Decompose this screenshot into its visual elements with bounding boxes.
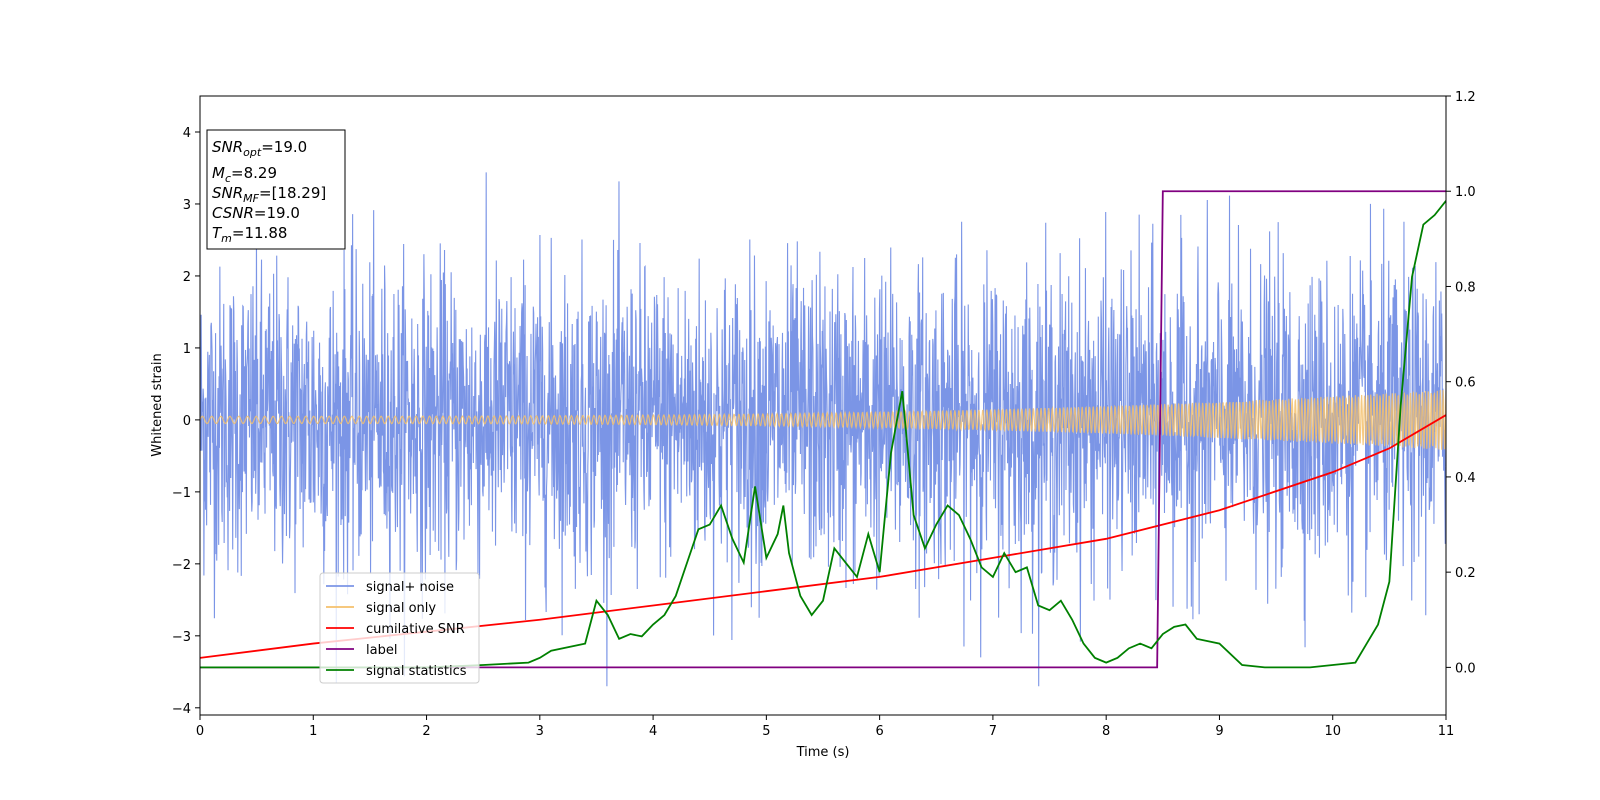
y-tick-label: −4 bbox=[172, 702, 191, 717]
x-tick-label: 11 bbox=[1438, 724, 1455, 739]
x-tick-label: 2 bbox=[422, 724, 430, 739]
y-tick-label: 2 bbox=[183, 270, 191, 285]
y-right-tick-label: 0.2 bbox=[1455, 566, 1476, 581]
x-axis-label: Time (s) bbox=[796, 745, 850, 760]
y-axis-label: Whitened strain bbox=[150, 353, 165, 456]
info-line-csnr: CSNR=19.0 bbox=[212, 204, 300, 222]
series-label bbox=[200, 190, 1446, 669]
plot-frame bbox=[199, 95, 1447, 716]
y-tick-label: −3 bbox=[172, 630, 191, 645]
info-line-tm: Tm=11.88 bbox=[212, 224, 287, 245]
series-signal-statistics bbox=[200, 200, 1446, 669]
legend-label-signal-statistics: signal statistics bbox=[366, 664, 467, 679]
y-right-tick-label: 0.4 bbox=[1455, 471, 1476, 486]
x-tick-label: 5 bbox=[762, 724, 770, 739]
x-tick-label: 8 bbox=[1102, 724, 1110, 739]
y-axis-right: 0.0 0.2 0.4 0.6 0.8 1.0 1.2 bbox=[1446, 90, 1476, 676]
y-tick-label: 4 bbox=[183, 126, 191, 141]
y-right-tick-label: 0.6 bbox=[1455, 376, 1476, 391]
x-axis: 0 1 2 3 4 5 6 7 8 9 10 11 bbox=[196, 715, 1454, 739]
x-tick-label: 7 bbox=[989, 724, 997, 739]
y-axis-left: −4 −3 −2 −1 0 1 2 3 4 bbox=[172, 126, 200, 717]
legend-item-signal-statistics: signal statistics bbox=[326, 664, 467, 679]
x-tick-label: 10 bbox=[1324, 724, 1341, 739]
legend: signal+ noise signal only cumilative SNR… bbox=[319, 572, 480, 684]
y-right-tick-label: 0.0 bbox=[1455, 661, 1476, 676]
x-tick-label: 1 bbox=[309, 724, 317, 739]
y-tick-label: 0 bbox=[183, 414, 191, 429]
y-right-tick-label: 1.0 bbox=[1455, 185, 1476, 200]
info-line-mc: Mc=8.29 bbox=[212, 164, 277, 185]
y-tick-label: −1 bbox=[172, 486, 191, 501]
x-tick-label: 0 bbox=[196, 724, 204, 739]
x-tick-label: 3 bbox=[536, 724, 544, 739]
legend-frame bbox=[319, 572, 480, 684]
info-line-snr-opt: SNRopt=19.0 bbox=[212, 138, 307, 159]
series-signal-only bbox=[200, 390, 1446, 450]
y-tick-label: −2 bbox=[172, 558, 191, 573]
x-tick-label: 9 bbox=[1215, 724, 1223, 739]
y-tick-label: 3 bbox=[183, 198, 191, 213]
x-tick-label: 4 bbox=[649, 724, 657, 739]
y-right-tick-label: 1.2 bbox=[1455, 90, 1476, 105]
legend-item-signal-noise: signal+ noise bbox=[326, 580, 454, 595]
info-box: SNRopt=19.0 Mc=8.29 SNRMF=[18.29] CSNR=1… bbox=[206, 129, 346, 250]
y-right-tick-label: 0.8 bbox=[1455, 280, 1476, 295]
legend-item-cumulative-snr: cumilative SNR bbox=[326, 622, 465, 637]
legend-item-signal-only: signal only bbox=[326, 601, 436, 616]
x-tick-label: 6 bbox=[875, 724, 883, 739]
legend-label-signal-only: signal only bbox=[366, 601, 436, 616]
info-box-frame bbox=[206, 129, 346, 250]
legend-label-cumulative-snr: cumilative SNR bbox=[366, 622, 465, 637]
series-signal-noise bbox=[200, 172, 1446, 687]
info-line-snr-mf: SNRMF=[18.29] bbox=[212, 184, 326, 205]
legend-label-signal-noise: signal+ noise bbox=[366, 580, 454, 595]
legend-label-label: label bbox=[366, 643, 397, 658]
legend-item-label: label bbox=[326, 643, 397, 658]
y-tick-label: 1 bbox=[183, 342, 191, 357]
